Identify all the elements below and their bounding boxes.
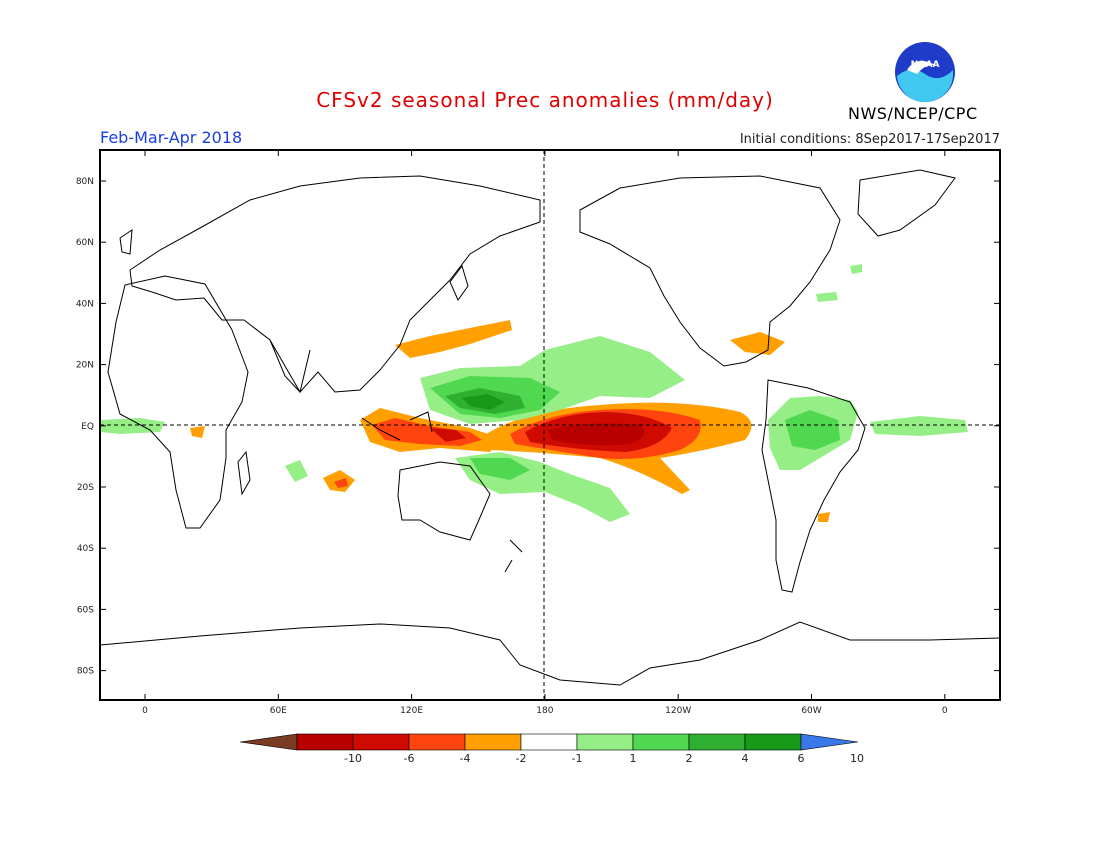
anomaly-green-mid-south-pacific [470,458,530,480]
lat-tick-label: 20S [77,483,94,493]
anomaly-green-north-atlantic [816,292,838,302]
chart-title: CFSv2 seasonal Prec anomalies (mm/day) [316,88,774,112]
colorbar-swatch [688,733,746,751]
colorbar-swatch [408,733,466,751]
colorbar-label: 4 [742,752,749,765]
noaa-logo-icon: NOAA [895,42,955,103]
lat-tick-label: 80N [76,177,94,187]
coast-greenland [857,169,956,237]
colorbar-swatch [520,733,578,751]
lon-tick-label: 120E [400,706,423,716]
lon-tick-label: 0 [142,706,148,716]
coast-south-america [761,379,866,593]
colorbar-swatch [576,733,634,751]
coast-uk [119,229,133,255]
anomaly-orange-caribbean [730,332,785,355]
latitude-ticks: 80N 60N 40N 20N EQ 20S 40S 60S 80S [76,177,1000,677]
coast-new-zealand [504,539,523,573]
colorbar-label: -4 [460,752,471,765]
coast-north-america [579,175,841,367]
anomaly-orange-south-atlantic [818,512,830,522]
svg-text:NOAA: NOAA [911,60,940,70]
colorbar-label: 1 [630,752,637,765]
colorbar-label: 2 [686,752,693,765]
lon-tick-label: 120W [665,706,691,716]
lon-tick-label: 60E [270,706,287,716]
colorbar-arrow-high [800,733,859,751]
coast-india [269,339,311,394]
colorbar-swatch [632,733,690,751]
anomaly-green-labrador [850,264,862,274]
colorbar-swatch [352,733,410,751]
anomaly-maroon-central-pacific [548,423,645,446]
anomaly-green-mid-south-america [785,410,840,450]
coast-japan [449,264,469,302]
colorbar-label: -6 [404,752,415,765]
colorbar-arrow-low [239,733,298,751]
colorbar-swatch [464,733,522,751]
anomaly-green-darkest-north-pacific [462,394,505,410]
colorbar-label: 6 [798,752,805,765]
colorbar-swatch [744,733,802,751]
lat-tick-label: 40N [76,299,94,309]
anomaly-orange-africa [190,426,205,438]
coastlines [100,169,1000,686]
coast-europe-asia [129,175,541,393]
lon-tick-label: 0 [942,706,948,716]
anomaly-green-indian-ocean [285,460,308,482]
colorbar-label: -10 [344,752,362,765]
colorbar: -10 -6 -4 -2 -1 1 2 4 6 10 [239,733,864,765]
lon-tick-label: 60W [801,706,821,716]
coast-antarctica [100,621,1000,686]
season-label: Feb-Mar-Apr 2018 [100,128,243,147]
map-frame [99,149,1001,701]
colorbar-label: 10 [850,752,864,765]
anomaly-green-atlantic [870,416,968,436]
lat-tick-label: 60S [77,605,94,615]
lat-tick-label: 40S [77,544,94,554]
lat-tick-label: 20N [76,361,94,371]
anomaly-green-west-africa [100,418,165,434]
coast-australia [397,461,491,541]
lat-tick-label: 80S [77,667,94,677]
lat-tick-label: 60N [76,238,94,248]
colorbar-swatch [296,733,354,751]
anomaly-darkred-maritime [430,428,466,442]
lon-tick-label: 180 [536,706,553,716]
colorbar-label: -2 [516,752,527,765]
organization-label: NWS/NCEP/CPC [848,104,978,123]
coast-madagascar [237,450,251,496]
longitude-ticks: 0 60E 120E 180 120W 60W 0 [142,150,948,716]
lat-tick-label: EQ [81,422,94,432]
anomaly-field [100,264,968,522]
colorbar-label: -1 [572,752,583,765]
anomaly-orange-nw-pacific [395,320,512,358]
coast-africa [107,275,249,529]
initial-conditions-label: Initial conditions: 8Sep2017-17Sep2017 [739,132,1000,147]
anomaly-red-indian-ocean [334,478,348,488]
